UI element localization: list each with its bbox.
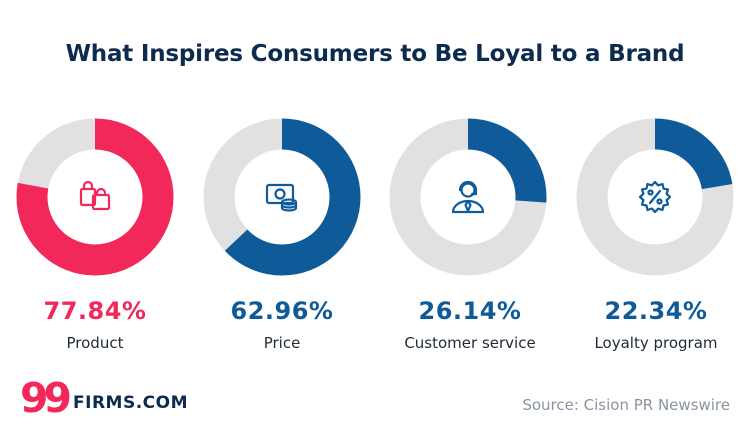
value-label-price: 62.96% bbox=[230, 297, 334, 325]
discount-badge-icon bbox=[638, 180, 672, 214]
shopping-bags-icon bbox=[79, 180, 111, 211]
money-coins-icon bbox=[265, 183, 298, 212]
value-label-loyalty-program: 22.34% bbox=[604, 297, 708, 325]
donut-segment-product bbox=[16, 118, 174, 276]
category-label-customer-service: Customer service bbox=[404, 334, 536, 352]
category-label-loyalty-program: Loyalty program bbox=[594, 334, 718, 352]
donut-segment-price bbox=[203, 118, 361, 276]
logo-text: FIRMS.COM bbox=[73, 393, 188, 413]
category-label-price: Price bbox=[263, 334, 301, 352]
category-label-product: Product bbox=[66, 334, 124, 352]
chart-title: What Inspires Consumers to Be Loyal to a… bbox=[65, 41, 685, 67]
donut-segment-customer-service bbox=[389, 118, 547, 276]
logo-mark: 99 bbox=[20, 374, 72, 422]
support-agent-icon bbox=[451, 180, 485, 214]
source-note: Source: Cision PR Newswire bbox=[522, 396, 730, 414]
value-label-product: 77.84% bbox=[43, 297, 147, 325]
donut-segment-loyalty-program bbox=[576, 118, 734, 276]
value-label-customer-service: 26.14% bbox=[418, 297, 522, 325]
